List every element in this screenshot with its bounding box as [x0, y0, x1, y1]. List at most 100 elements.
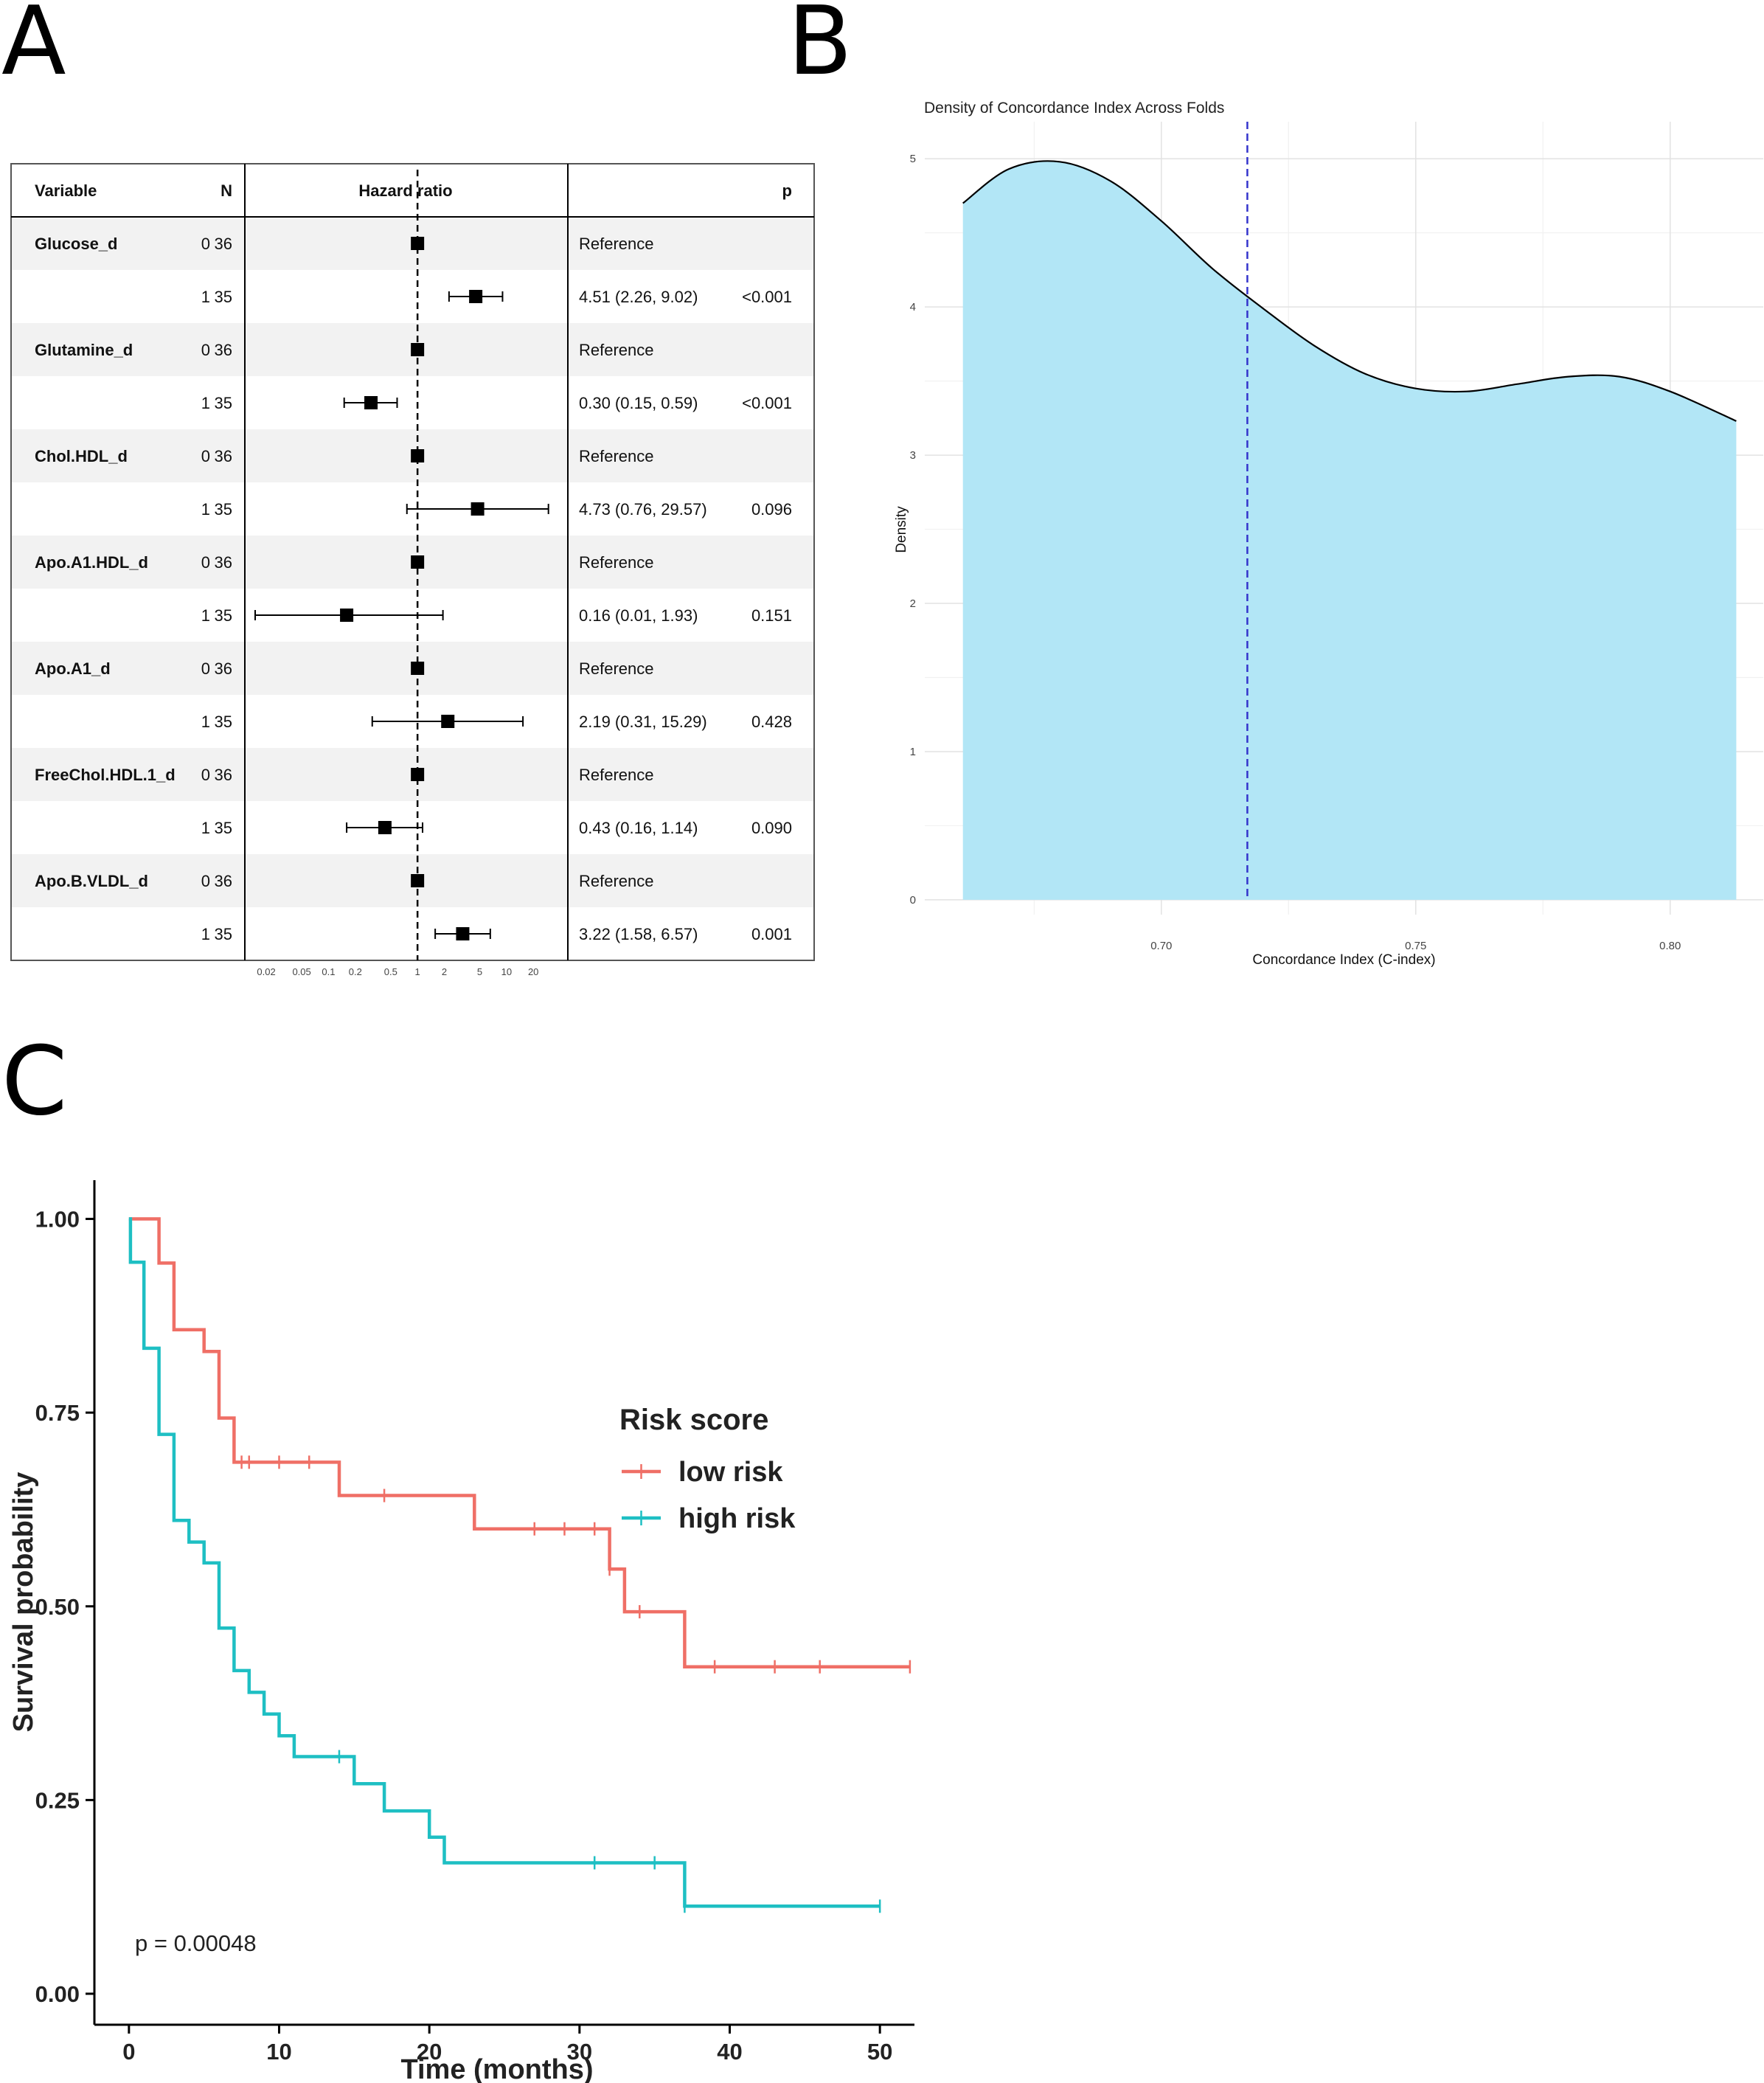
km-x-tick-label: 10	[266, 2039, 291, 2065]
density-x-tick-label: 0.75	[1405, 940, 1426, 952]
density-plot: Density of Concordance Index Across Fold…	[894, 100, 1763, 968]
density-area	[962, 161, 1737, 900]
hazard-ratio-point	[411, 343, 425, 356]
row-p-value: 0.090	[751, 819, 792, 837]
row-level-label: 0	[201, 872, 210, 890]
row-n-label: 35	[215, 288, 232, 306]
hazard-ratio-point	[411, 768, 425, 781]
row-variable-label: Glutamine_d	[35, 341, 133, 359]
density-title: Density of Concordance Index Across Fold…	[924, 100, 1224, 117]
row-hr-text: 3.22 (1.58, 6.57)	[579, 925, 698, 943]
row-n-label: 35	[215, 925, 232, 943]
panel-label-b: B	[788, 0, 853, 97]
km-x-tick-label: 20	[417, 2039, 442, 2065]
row-variable-label: Apo.A1.HDL_d	[35, 553, 148, 572]
forest-plot: Variable N Hazard ratio p Glucose_d 0 36 Refere…	[10, 163, 815, 977]
column-header-n: N	[220, 181, 232, 200]
row-hr-text: 0.16 (0.01, 1.93)	[579, 606, 698, 625]
density-y-tick-label: 5	[910, 153, 916, 165]
density-y-tick-label: 4	[910, 301, 916, 313]
hazard-ratio-point	[411, 555, 425, 569]
row-hr-text: Reference	[579, 235, 654, 253]
row-variable-label: Apo.B.VLDL_d	[35, 872, 148, 890]
forest-x-tick-label: 0.1	[322, 966, 335, 977]
hazard-ratio-point	[470, 502, 485, 516]
row-p-value: 0.001	[751, 925, 792, 943]
legend-title: Risk score	[619, 1404, 768, 1436]
forest-x-tick-label: 2	[442, 966, 447, 977]
row-n-label: 36	[215, 766, 232, 784]
km-x-tick-label: 30	[567, 2039, 592, 2065]
column-header-p: p	[782, 181, 792, 200]
forest-x-tick-label: 0.2	[349, 966, 362, 977]
row-n-label: 36	[215, 447, 232, 465]
km-y-tick-label: 0.75	[35, 1400, 80, 1426]
forest-x-tick-label: 1	[415, 966, 420, 977]
row-p-value: 0.428	[751, 713, 792, 731]
row-n-label: 35	[215, 394, 232, 412]
forest-x-tick-label: 5	[477, 966, 482, 977]
hazard-ratio-point	[340, 609, 354, 622]
km-y-tick-label: 0.00	[35, 1981, 80, 2007]
km-curve-low-risk	[128, 1217, 910, 1668]
row-level-label: 0	[201, 766, 210, 784]
km-y-tick-label: 0.25	[35, 1787, 80, 1813]
hazard-ratio-point	[411, 449, 425, 462]
row-level-label: 0	[201, 235, 210, 253]
legend-entry-label: high risk	[678, 1503, 796, 1534]
hazard-ratio-point	[411, 237, 425, 250]
row-hr-text: 4.51 (2.26, 9.02)	[579, 288, 698, 306]
row-level-label: 1	[201, 606, 210, 625]
row-n-label: 36	[215, 872, 232, 890]
row-level-label: 0	[201, 341, 210, 359]
row-hr-text: Reference	[579, 659, 654, 678]
row-p-value: <0.001	[742, 288, 792, 306]
km-x-tick-label: 40	[717, 2039, 742, 2065]
density-y-tick-label: 2	[910, 597, 916, 610]
hazard-ratio-point	[456, 927, 470, 940]
hazard-ratio-point	[469, 290, 483, 303]
row-p-value: <0.001	[742, 394, 792, 412]
column-header-variable: Variable	[35, 181, 97, 200]
row-n-label: 35	[215, 713, 232, 731]
row-hr-text: 0.30 (0.15, 0.59)	[579, 394, 698, 412]
km-x-tick-label: 50	[867, 2039, 892, 2065]
density-y-axis-label: Density	[894, 506, 909, 553]
row-hr-text: 4.73 (0.76, 29.57)	[579, 500, 707, 519]
density-y-tick-label: 1	[910, 746, 916, 758]
hazard-ratio-point	[441, 715, 455, 728]
row-variable-label: Glucose_d	[35, 235, 117, 253]
km-y-tick-label: 1.00	[35, 1207, 80, 1233]
hazard-ratio-point	[411, 662, 425, 675]
hazard-ratio-point	[364, 396, 378, 409]
row-n-label: 35	[215, 819, 232, 837]
row-hr-text: Reference	[579, 766, 654, 784]
row-hr-text: Reference	[579, 872, 654, 890]
row-variable-label: Chol.HDL_d	[35, 447, 128, 465]
row-level-label: 0	[201, 659, 210, 678]
row-n-label: 36	[215, 553, 232, 572]
column-header-hazard-ratio: Hazard ratio	[358, 181, 452, 200]
row-n-label: 36	[215, 659, 232, 678]
forest-table-border	[10, 163, 815, 961]
km-y-axis-label: Survival probability	[8, 1472, 39, 1733]
row-level-label: 1	[201, 394, 210, 412]
row-hr-text: 2.19 (0.31, 15.29)	[579, 713, 707, 731]
forest-x-tick-label: 10	[501, 966, 512, 977]
row-level-label: 1	[201, 500, 210, 519]
row-n-label: 36	[215, 235, 232, 253]
legend-entry-label: low risk	[678, 1457, 783, 1488]
row-n-label: 36	[215, 341, 232, 359]
forest-x-tick-label: 0.02	[257, 966, 275, 977]
row-hr-text: 0.43 (0.16, 1.14)	[579, 819, 698, 837]
density-x-tick-label: 0.70	[1150, 940, 1172, 952]
density-x-axis-label: Concordance Index (C-index)	[1252, 952, 1435, 968]
density-x-tick-label: 0.80	[1659, 940, 1681, 952]
row-p-value: 0.151	[751, 606, 792, 625]
hazard-ratio-point	[378, 821, 392, 834]
survival-plot: 0.00 0.25 0.50 0.75 1.00 0 10 20 30 40 50 p = 0.000…	[8, 1180, 914, 2083]
km-x-axis-label: Time (months)	[400, 2054, 593, 2083]
row-level-label: 1	[201, 925, 210, 943]
hazard-ratio-point	[411, 874, 425, 887]
row-level-label: 0	[201, 447, 210, 465]
